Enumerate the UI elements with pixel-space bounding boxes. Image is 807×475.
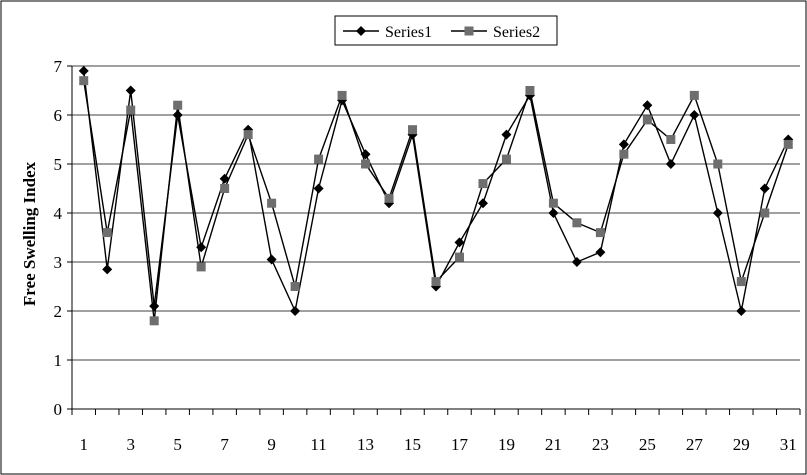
legend-label: Series2 (493, 24, 540, 41)
x-tick-label: 19 (498, 435, 515, 454)
data-point (454, 252, 464, 262)
axes (67, 65, 801, 415)
x-tick-label: 3 (126, 435, 135, 454)
data-point (196, 262, 206, 272)
data-point (361, 159, 371, 169)
data-point (736, 306, 747, 316)
data-point (78, 65, 89, 76)
y-tick-label: 7 (54, 57, 63, 76)
x-tick-label: 15 (404, 435, 421, 454)
y-tick-label: 2 (54, 302, 63, 321)
data-point (595, 228, 605, 238)
x-tick-label: 29 (733, 435, 750, 454)
data-point (548, 208, 559, 218)
data-point (173, 100, 183, 110)
x-tick-label: 31 (780, 435, 797, 454)
series-2 (79, 76, 793, 326)
data-point (102, 228, 112, 238)
y-tick-label: 6 (54, 106, 63, 125)
x-tick-label: 9 (267, 435, 276, 454)
legend-label: Series1 (385, 24, 432, 41)
y-tick-label: 0 (54, 400, 63, 419)
data-point (501, 129, 512, 140)
data-point (571, 257, 582, 267)
data-point (356, 26, 366, 36)
y-tick-label: 5 (54, 155, 63, 174)
data-point (337, 90, 347, 100)
x-tick-label: 23 (592, 435, 609, 454)
data-point (464, 26, 474, 36)
series-layer (78, 65, 794, 326)
data-point (619, 149, 629, 159)
data-point (477, 198, 488, 209)
x-tick-label: 11 (310, 435, 326, 454)
data-point (665, 159, 676, 169)
y-tick-label: 4 (54, 204, 63, 223)
data-point (290, 282, 300, 291)
data-point (501, 154, 511, 164)
data-point (102, 264, 113, 275)
data-point (267, 198, 277, 208)
data-point (642, 100, 653, 111)
data-point (572, 218, 582, 228)
data-point (172, 110, 183, 120)
data-point (666, 135, 676, 144)
data-point (478, 179, 488, 189)
x-tick-label: 17 (451, 435, 469, 454)
y-tick-label: 1 (54, 351, 63, 370)
data-point (290, 306, 301, 316)
data-point (243, 130, 253, 140)
legend: Series1 Series2 (334, 15, 558, 46)
data-point (431, 277, 441, 287)
data-point (760, 208, 770, 218)
data-point (595, 247, 606, 258)
x-tick-label: 7 (220, 435, 229, 454)
data-point (220, 184, 230, 193)
data-point (736, 277, 746, 287)
x-tick-label: 1 (79, 435, 88, 454)
data-point (408, 125, 418, 135)
data-point (313, 183, 324, 194)
data-point (79, 76, 89, 86)
y-axis-title: Free Swelling Index (20, 161, 39, 306)
data-point (454, 237, 465, 248)
data-point (618, 139, 629, 150)
data-point (689, 90, 699, 100)
data-point (642, 115, 652, 125)
data-point (713, 159, 723, 169)
x-tick-label: 5 (173, 435, 182, 454)
y-tick-label: 3 (54, 253, 63, 272)
x-tick-label: 13 (357, 435, 374, 454)
x-tick-label: 21 (545, 435, 562, 454)
data-point (149, 316, 159, 326)
data-point (314, 154, 324, 164)
data-point (266, 254, 277, 265)
data-point (783, 139, 793, 149)
data-point (525, 86, 535, 95)
x-tick-label: 25 (639, 435, 656, 454)
data-point (759, 183, 770, 194)
data-point (712, 208, 723, 218)
data-point (548, 198, 558, 208)
data-point (125, 85, 136, 96)
data-point (384, 193, 394, 203)
data-point (689, 110, 700, 120)
data-point (126, 105, 136, 115)
x-tick-label: 27 (686, 435, 704, 454)
